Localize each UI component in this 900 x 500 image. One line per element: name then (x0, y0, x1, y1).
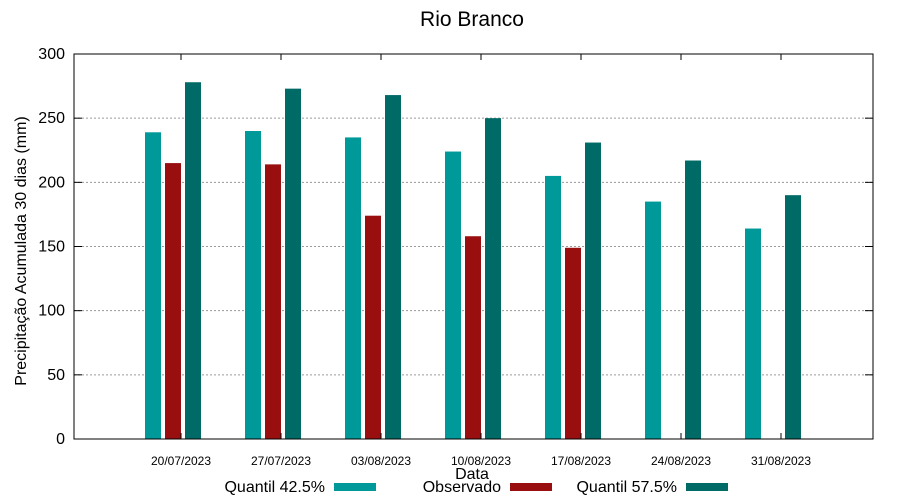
x-tick-label: 03/08/2023 (351, 454, 411, 468)
bar-quantil-42-5 (245, 131, 261, 439)
bar-quantil-57-5 (585, 142, 601, 440)
y-tick-label: 150 (38, 239, 65, 256)
bar-quantil-42-5 (145, 132, 161, 440)
legend: Quantil 42.5% Observado Quantil 57.5% (224, 479, 728, 496)
y-tick-label: 200 (38, 174, 65, 191)
bar-quantil-57-5 (385, 95, 401, 440)
legend-swatch (334, 483, 376, 491)
bar-observado (565, 247, 581, 439)
y-tick-label: 0 (56, 431, 65, 448)
bar-quantil-42-5 (545, 175, 561, 439)
plot-border (73, 53, 874, 440)
y-axis-label: Precipitação Acumulada 30 dias (mm) (13, 116, 30, 385)
bar-observado (265, 164, 281, 439)
bar-quantil-57-5 (185, 82, 201, 439)
x-tick-label: 24/08/2023 (651, 454, 711, 468)
bar-quantil-42-5 (745, 228, 761, 439)
y-tick-label: 100 (38, 303, 65, 320)
x-tick-label: 10/08/2023 (451, 454, 511, 468)
chart-title: Rio Branco (420, 8, 524, 31)
grid (74, 117, 873, 376)
y-tick-label: 250 (38, 110, 65, 127)
x-axis-ticks: 20/07/2023 27/07/2023 03/08/2023 10/08/2023… (151, 54, 811, 468)
legend-label: Quantil 42.5% (224, 479, 325, 496)
x-tick-label: 31/08/2023 (751, 454, 811, 468)
legend-swatch (510, 483, 552, 491)
y-tick-label: 300 (38, 46, 65, 63)
bar-quantil-57-5 (685, 160, 701, 439)
legend-swatch (686, 483, 728, 491)
bar-quantil-42-5 (645, 201, 661, 439)
y-tick-label: 50 (47, 367, 65, 384)
bar-observado (165, 163, 181, 440)
bar-quantil-57-5 (285, 88, 301, 440)
bar-observado (465, 236, 481, 439)
bars (145, 82, 801, 440)
bar-quantil-42-5 (345, 137, 361, 439)
legend-label: Quantil 57.5% (576, 479, 677, 496)
x-tick-label: 20/07/2023 (151, 454, 211, 468)
bar-quantil-57-5 (485, 118, 501, 440)
bar-observado (365, 215, 381, 439)
x-axis-label: Data (455, 466, 489, 483)
bar-quantil-42-5 (445, 151, 461, 440)
legend-label: Observado (423, 479, 501, 496)
x-tick-label: 27/07/2023 (251, 454, 311, 468)
bar-quantil-57-5 (785, 195, 801, 439)
x-tick-label: 17/08/2023 (551, 454, 611, 468)
y-axis-ticks: 0 50 100 150 200 250 300 (38, 46, 873, 448)
